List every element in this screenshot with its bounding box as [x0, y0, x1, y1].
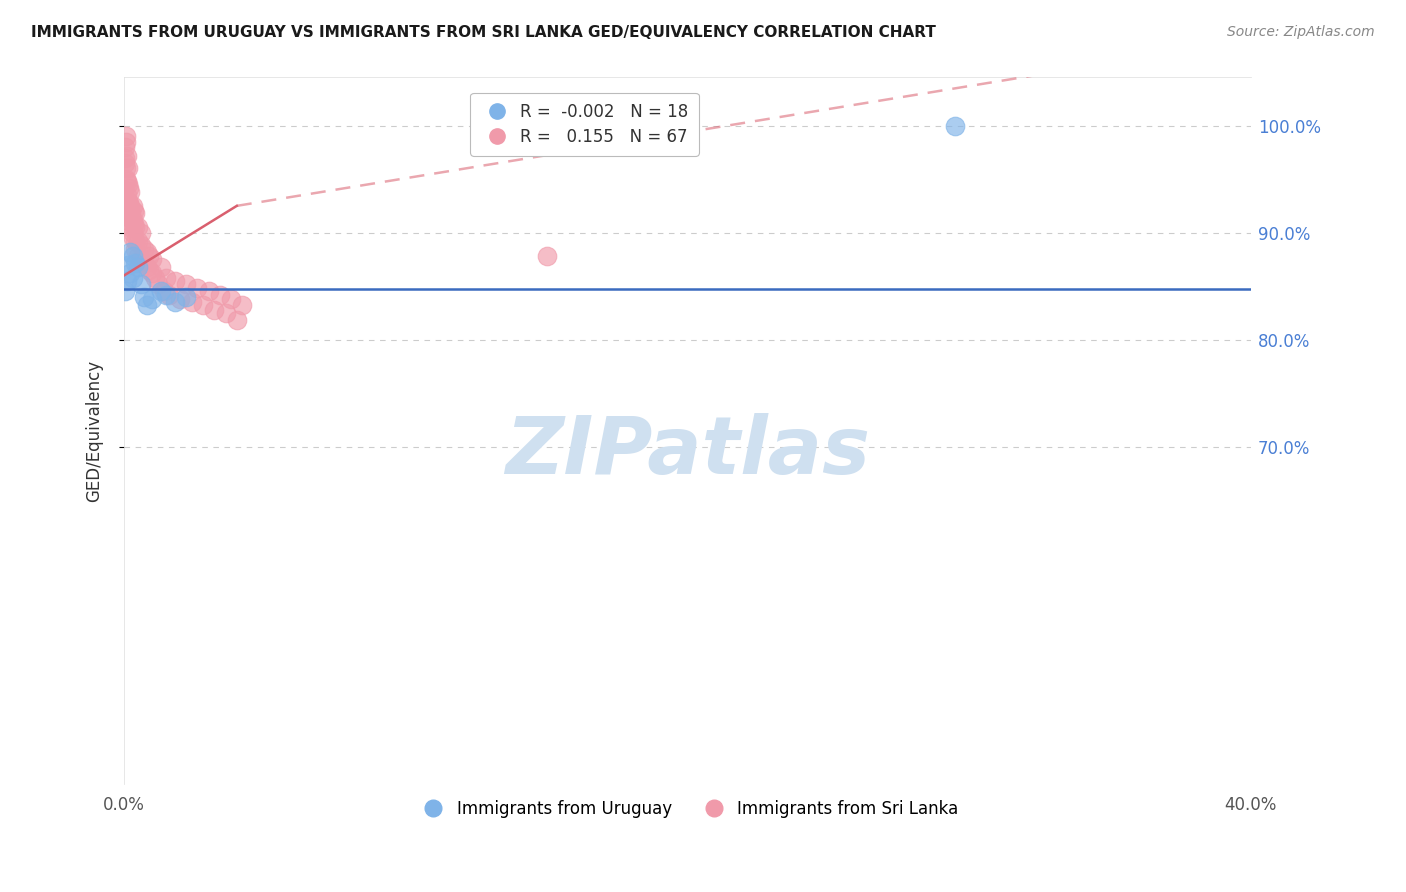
- Point: [124, 206, 146, 220]
- Point: [127, 249, 149, 263]
- Point: [163, 295, 186, 310]
- Point: [114, 156, 136, 170]
- Point: [120, 206, 142, 220]
- Point: [191, 298, 214, 312]
- Point: [132, 255, 155, 269]
- Point: [124, 255, 146, 269]
- Point: [124, 242, 146, 256]
- Point: [141, 252, 163, 267]
- Point: [127, 234, 149, 248]
- Point: [114, 135, 136, 149]
- Point: [208, 287, 231, 301]
- Point: [124, 234, 146, 248]
- Text: IMMIGRANTS FROM URUGUAY VS IMMIGRANTS FROM SRI LANKA GED/EQUIVALENCY CORRELATION: IMMIGRANTS FROM URUGUAY VS IMMIGRANTS FR…: [31, 25, 936, 40]
- Point: [114, 285, 136, 299]
- Point: [112, 183, 135, 197]
- Point: [118, 180, 141, 194]
- Point: [118, 204, 141, 219]
- Point: [149, 285, 172, 299]
- Point: [118, 244, 141, 259]
- Point: [121, 199, 143, 213]
- Point: [152, 285, 174, 299]
- Point: [120, 220, 142, 235]
- Point: [129, 238, 152, 252]
- Point: [122, 217, 145, 231]
- Point: [115, 148, 138, 162]
- Point: [202, 302, 225, 317]
- Point: [115, 188, 138, 202]
- Point: [114, 151, 136, 165]
- Point: [122, 204, 145, 219]
- Point: [138, 249, 160, 263]
- Point: [117, 161, 139, 176]
- Point: [115, 172, 138, 186]
- Point: [129, 252, 152, 267]
- Point: [121, 212, 143, 227]
- Point: [231, 298, 253, 312]
- Point: [149, 260, 172, 274]
- Point: [943, 119, 966, 133]
- Point: [141, 292, 163, 306]
- Point: [135, 298, 157, 312]
- Point: [157, 287, 180, 301]
- Point: [129, 277, 152, 291]
- Point: [186, 281, 208, 295]
- Point: [138, 263, 160, 277]
- Point: [163, 274, 186, 288]
- Point: [127, 260, 149, 274]
- Point: [117, 194, 139, 208]
- Point: [114, 129, 136, 144]
- Point: [117, 195, 139, 210]
- Point: [118, 215, 141, 229]
- Point: [118, 199, 141, 213]
- Point: [124, 220, 146, 235]
- Point: [141, 266, 163, 280]
- Point: [114, 140, 136, 154]
- Legend: Immigrants from Uruguay, Immigrants from Sri Lanka: Immigrants from Uruguay, Immigrants from…: [411, 794, 965, 825]
- Point: [214, 306, 236, 320]
- Point: [135, 244, 157, 259]
- Point: [117, 210, 139, 224]
- Point: [118, 266, 141, 280]
- Point: [115, 174, 138, 188]
- Point: [132, 242, 155, 256]
- Point: [146, 277, 169, 291]
- Point: [129, 226, 152, 240]
- Point: [115, 161, 138, 176]
- Point: [536, 249, 558, 263]
- Point: [169, 292, 191, 306]
- Point: [174, 277, 197, 291]
- Point: [121, 226, 143, 240]
- Point: [132, 290, 155, 304]
- Point: [225, 313, 247, 327]
- Point: [121, 270, 143, 285]
- Point: [115, 274, 138, 288]
- Point: [143, 270, 166, 285]
- Text: ZIPatlas: ZIPatlas: [505, 413, 870, 491]
- Text: Source: ZipAtlas.com: Source: ZipAtlas.com: [1227, 25, 1375, 39]
- Point: [197, 285, 219, 299]
- Point: [219, 292, 242, 306]
- Point: [122, 231, 145, 245]
- Point: [117, 178, 139, 192]
- Point: [118, 185, 141, 199]
- Point: [174, 290, 197, 304]
- Point: [117, 258, 139, 272]
- Point: [155, 287, 177, 301]
- Point: [121, 249, 143, 263]
- Point: [135, 260, 157, 274]
- Point: [180, 295, 202, 310]
- Point: [155, 270, 177, 285]
- Y-axis label: GED/Equivalency: GED/Equivalency: [86, 359, 103, 501]
- Point: [127, 220, 149, 235]
